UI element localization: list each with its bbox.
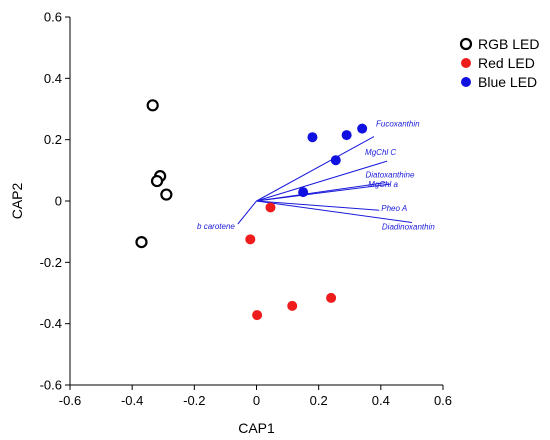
x-tick-label: -0.6 [59, 393, 81, 408]
y-tick-label: 0 [55, 194, 62, 209]
data-point [298, 187, 309, 198]
y-axis-title: CAP2 [9, 183, 25, 220]
vector-label: Diadinoxanthin [382, 222, 435, 231]
legend-marker [461, 77, 471, 87]
vector-line [256, 136, 375, 202]
data-point [252, 310, 263, 321]
y-tick-label: 0.6 [44, 10, 62, 25]
y-tick-label: -0.4 [40, 316, 62, 331]
data-points [135, 99, 368, 321]
y-tick-label: -0.6 [40, 378, 62, 393]
vector-label: Diatoxanthine [365, 171, 414, 180]
vector-line [256, 200, 380, 211]
y-tick-label: -0.2 [40, 255, 62, 270]
x-tick-label: 0.6 [434, 393, 452, 408]
vector-line [256, 200, 412, 223]
data-point [307, 132, 318, 143]
axes: -0.6 -0.4 -0.2 0 0.2 0.4 0.6 -0.6 -0.4 -0.2 0 0.2 0.… [40, 10, 452, 409]
x-tick-label: 0 [253, 393, 260, 408]
vector-line [256, 183, 391, 202]
x-tick-label: 0.4 [372, 393, 390, 408]
data-point [341, 130, 352, 141]
data-point [287, 300, 298, 311]
data-point [330, 155, 341, 166]
data-point [326, 292, 337, 303]
data-point [160, 188, 173, 201]
vector-line [256, 160, 388, 202]
legend-marker [459, 37, 473, 51]
vector-label: Fucoxanthin [376, 120, 420, 129]
vector-label: b carotene [197, 222, 235, 231]
vector-label: MgChl a [368, 180, 398, 189]
x-tick-label: -0.2 [183, 393, 205, 408]
legend: RGB LED Red LED Blue LED [459, 36, 539, 90]
legend-label: Red LED [478, 55, 535, 71]
y-tick-label: 0.2 [44, 132, 62, 147]
data-point [135, 235, 148, 249]
vector-line [237, 200, 257, 225]
data-point [265, 202, 276, 213]
x-tick-label: -0.4 [121, 393, 143, 408]
vector-label: MgChl C [365, 148, 396, 157]
data-point [357, 123, 368, 134]
data-point [245, 234, 256, 245]
x-tick-label: 0.2 [310, 393, 328, 408]
legend-label: Blue LED [478, 74, 537, 90]
legend-marker [461, 58, 471, 68]
data-point [150, 174, 164, 188]
data-point [146, 99, 159, 112]
x-axis-title: CAP1 [238, 420, 275, 436]
vector-label: Pheo A [381, 204, 407, 213]
y-tick-label: 0.4 [44, 71, 62, 86]
legend-label: RGB LED [478, 36, 539, 52]
